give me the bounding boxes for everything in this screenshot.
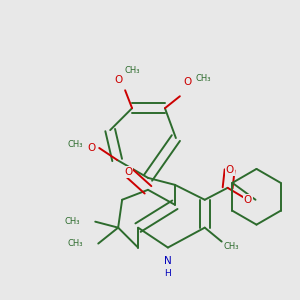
Text: O: O	[87, 143, 95, 153]
Text: CH₃: CH₃	[68, 239, 83, 248]
Text: O: O	[184, 77, 192, 87]
Text: CH₃: CH₃	[68, 140, 83, 148]
Text: O: O	[243, 195, 252, 205]
Text: CH₃: CH₃	[196, 74, 212, 83]
Text: CH₃: CH₃	[224, 242, 239, 251]
Text: CH₃: CH₃	[124, 66, 140, 75]
Text: N: N	[164, 256, 172, 266]
Text: H: H	[164, 269, 171, 278]
Text: O: O	[226, 165, 234, 175]
Text: CH₃: CH₃	[65, 217, 80, 226]
Text: O: O	[114, 75, 122, 85]
Text: O: O	[124, 167, 132, 177]
